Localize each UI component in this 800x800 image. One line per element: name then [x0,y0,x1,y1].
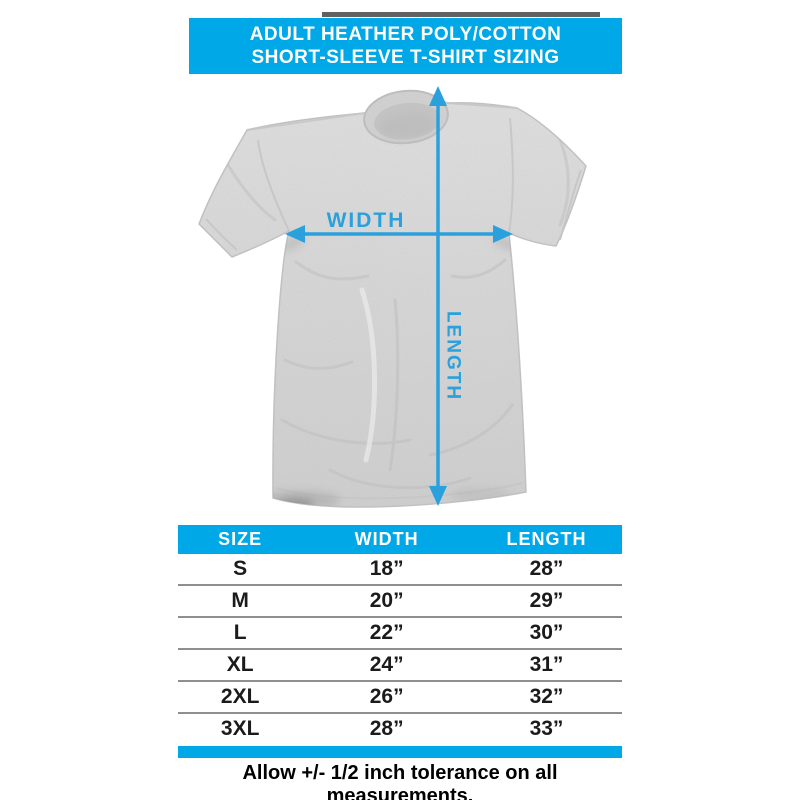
title-banner: ADULT HEATHER POLY/COTTON SHORT-SLEEVE T… [189,18,622,74]
column-header-size: SIZE [218,529,263,549]
title-line-2: SHORT-SLEEVE T-SHIRT SIZING [251,47,560,68]
table-row: 2XL 26” 32” [178,680,622,712]
length-cell: 33” [529,717,564,740]
size-cell: 2XL [220,685,260,708]
tshirt-image [198,89,587,508]
table-header-row: SIZE WIDTH LENGTH [178,525,622,554]
length-cell: 32” [529,685,564,708]
arrowhead-left-icon [285,225,305,243]
table-row: M 20” 29” [178,584,622,616]
table-row: S 18” 28” [178,554,622,584]
width-cell: 18” [369,557,404,580]
table-footer-bar [178,746,622,758]
arrowhead-right-icon [493,225,513,243]
cropped-image-edge [322,12,600,17]
size-cell: M [231,589,249,612]
tolerance-note: Allow +/- 1/2 inch tolerance on all meas… [242,762,558,800]
width-cell: 22” [369,621,404,644]
size-cell: L [233,621,247,644]
length-cell: 28” [529,557,564,580]
width-cell: 24” [369,653,404,676]
column-header-width: WIDTH [354,529,419,549]
length-arrow [429,86,447,506]
length-cell: 29” [529,589,564,612]
collar [363,89,449,145]
title-line-1: ADULT HEATHER POLY/COTTON [249,24,562,45]
length-label: LENGTH [443,311,464,401]
size-cell: S [233,557,248,580]
width-arrow [285,225,513,243]
column-header-length: LENGTH [506,529,587,549]
arrowhead-up-icon [429,86,447,106]
length-cell: 30” [529,621,564,644]
width-cell: 20” [369,589,404,612]
table-row: XL 24” 31” [178,648,622,680]
size-cell: 3XL [220,717,260,740]
table-row: L 22” 30” [178,616,622,648]
size-cell: XL [226,653,254,676]
size-chart-table: SIZE WIDTH LENGTH S 18” 28” M 20” 29” L … [178,525,622,758]
table-row: 3XL 28” 33” [178,712,622,744]
width-label: WIDTH [327,209,406,232]
arrowhead-down-icon [429,486,447,506]
length-cell: 31” [529,653,564,676]
width-cell: 26” [369,685,404,708]
width-cell: 28” [369,717,404,740]
